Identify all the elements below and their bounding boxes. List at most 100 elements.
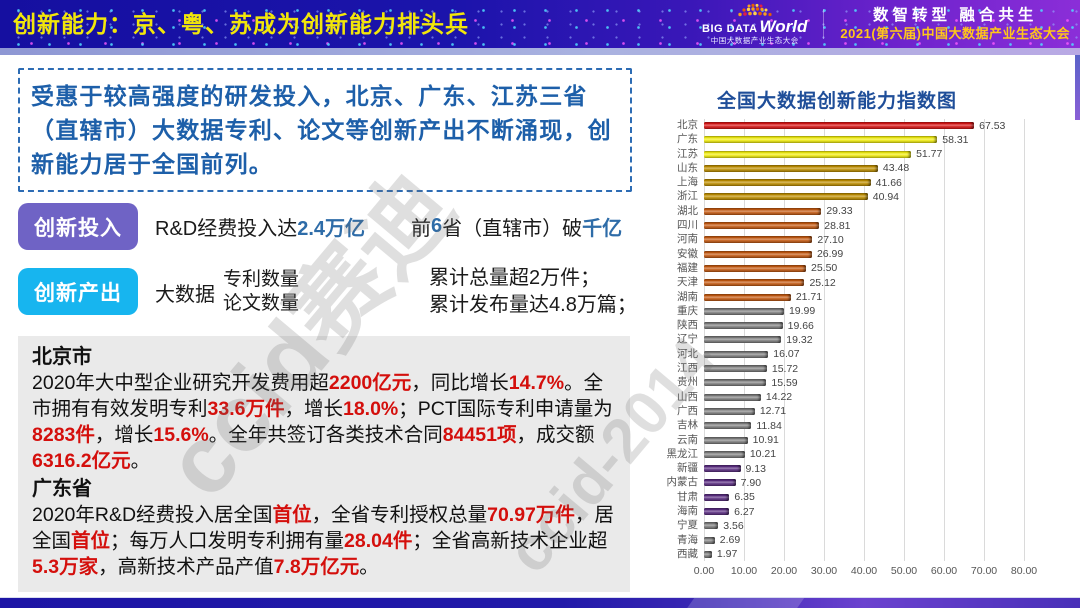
chart-value-label: 19.99 xyxy=(788,305,816,318)
chart-bar-row: 6.27 xyxy=(704,505,1062,518)
chart-bar xyxy=(704,122,975,129)
chart-category-label: 内蒙古 xyxy=(666,476,699,489)
chart-xtick-label: 50.00 xyxy=(890,565,918,577)
text-segment: ，增长 xyxy=(284,398,343,420)
text-segment: 。 xyxy=(130,450,151,472)
chart-bar xyxy=(704,322,783,330)
text-segment: 。全市拥有有效发明专利 xyxy=(32,372,604,420)
chart-category-label: 青海 xyxy=(677,533,698,546)
output-metrics: 专利数量 论文数量 xyxy=(223,268,299,316)
chart-bar-row: 29.33 xyxy=(704,205,1062,218)
output-results: 累计总量超2万件； 累计发布量达4.8万篇； xyxy=(429,265,637,319)
output-badge-label: 创新产出 xyxy=(34,281,122,305)
chart-bar xyxy=(704,407,755,415)
logo-world-text: World xyxy=(759,17,808,37)
text-segment: ；全省高新技术企业超 xyxy=(412,530,608,552)
chart-category-label: 西藏 xyxy=(677,547,698,560)
chart-bar xyxy=(704,179,871,187)
chart-value-label: 3.56 xyxy=(723,519,744,532)
chart-bar-row: 26.99 xyxy=(704,248,1062,261)
text-segment: 首位 xyxy=(71,530,111,552)
chart-category-label: 北京 xyxy=(677,119,698,131)
chart-bar xyxy=(704,207,822,215)
chart-xtick-label: 60.00 xyxy=(930,565,958,577)
text-segment: 。 xyxy=(359,556,379,578)
chart-bar xyxy=(704,307,784,315)
text-segment: 18.0% xyxy=(342,398,399,420)
chart-bar xyxy=(704,550,712,558)
text-segment: 84451项 xyxy=(442,424,517,446)
chart-value-label: 6.27 xyxy=(734,505,755,518)
chart-bar xyxy=(704,150,912,158)
right-edge-accent xyxy=(1075,55,1080,120)
chart-category-label: 江西 xyxy=(677,362,698,375)
investment-statement: R&D经费投入达 2.4万亿 前 6 省（直辖市）破 千亿 xyxy=(155,203,622,250)
chart-bar-row: 67.53 xyxy=(704,119,1062,132)
output-metric-patents: 专利数量 xyxy=(223,269,300,290)
header-accent-strip xyxy=(0,48,1080,55)
chart-bar-row: 1.97 xyxy=(704,548,1062,561)
chart-category-label: 湖南 xyxy=(677,290,698,303)
chart-xtick-label: 0.00 xyxy=(693,565,715,577)
header-event-name: 2021(第六届)中国大数据产业生态大会 xyxy=(840,25,1070,41)
chart-bar xyxy=(704,422,752,430)
chart-value-label: 14.22 xyxy=(765,391,793,404)
header-right-cluster: BIG DATA World 中国大数据产业生态大会 数智转型 融合共生 202… xyxy=(702,0,1070,48)
bigdata-world-logo: BIG DATA World 中国大数据产业生态大会 xyxy=(702,3,807,45)
chart-value-label: 7.90 xyxy=(740,476,762,489)
chart-value-label: 26.99 xyxy=(816,248,844,261)
chart-value-label: 29.33 xyxy=(826,205,853,218)
chart-bar xyxy=(704,164,878,172)
chart-value-label: 11.84 xyxy=(756,419,782,432)
chart-value-label: 51.77 xyxy=(916,148,943,161)
chart-category-label: 广西 xyxy=(677,404,698,417)
chart-bar xyxy=(704,279,805,287)
chart-value-label: 28.81 xyxy=(824,219,851,232)
chart-bar-row: 9.13 xyxy=(704,462,1062,475)
chart-xtick-label: 30.00 xyxy=(810,565,838,577)
chart-category-label: 甘肃 xyxy=(677,490,698,503)
chart-bar-row: 25.50 xyxy=(704,262,1062,275)
chart-category-label: 河南 xyxy=(677,233,698,246)
chart-bar xyxy=(704,336,782,344)
chart-category-label: 上海 xyxy=(677,176,698,189)
chart-xtick-label: 40.00 xyxy=(850,565,878,577)
chart-bar xyxy=(704,136,938,144)
chart-category-label: 浙江 xyxy=(677,190,698,203)
investment-part1-highlight: 2.4万亿 xyxy=(297,218,366,240)
output-metric-papers: 论文数量 xyxy=(223,293,300,314)
header-bar: 创新能力：京、粤、苏成为创新能力排头兵 BIG DATA World 中国大数据… xyxy=(0,0,1080,48)
text-segment: 2020年大中型企业研究开发费用超 xyxy=(32,372,329,394)
output-result-total: 累计总量超2万件； xyxy=(429,267,601,289)
chart-bar-row: 41.66 xyxy=(704,176,1062,189)
chart-bar xyxy=(704,250,812,258)
investment-part1-text: R&D经费投入达 xyxy=(155,218,298,240)
chart-body: 北京 广东 江苏 山东 上海 浙江 湖北 四川 河南 安徽 福建 天津 湖南 重庆 陕西 辽宁 河北 江西 贵州 山西… xyxy=(656,119,1068,561)
chart-value-label: 15.72 xyxy=(771,362,799,375)
text-segment: 2200亿元 xyxy=(328,372,412,394)
text-segment: 14.7% xyxy=(508,372,565,394)
chart-bar xyxy=(704,350,769,358)
output-result-published: 累计发布量达4.8万篇； xyxy=(429,294,637,316)
intro-box: 受惠于较高强度的研发投入，北京、广东、江苏三省（直辖市）大数据专利、论文等创新产… xyxy=(18,68,632,192)
chart-bar-row: 6.35 xyxy=(704,491,1062,504)
chart-category-label: 新疆 xyxy=(677,462,698,475)
text-segment: 5.3万家 xyxy=(32,556,99,578)
chart-bar xyxy=(704,465,741,473)
header-slogan-block: 数智转型 融合共生 2021(第六届)中国大数据产业生态大会 xyxy=(840,6,1070,42)
chart-category-label: 贵州 xyxy=(677,376,698,389)
chart-category-label: 广东 xyxy=(677,133,698,146)
chart-bar-row: 43.48 xyxy=(704,162,1062,175)
chart-value-label: 16.07 xyxy=(773,348,800,361)
chart-bar-row: 2.69 xyxy=(704,534,1062,547)
chart-bar-row: 7.90 xyxy=(704,476,1062,489)
chart-bar xyxy=(704,222,820,230)
text-segment: ，全省专利授权总量 xyxy=(311,504,488,526)
chart-bar-row: 19.32 xyxy=(704,333,1062,346)
chart-value-label: 25.12 xyxy=(809,276,836,289)
output-prefix: 大数据 xyxy=(155,283,215,306)
header-divider xyxy=(823,9,825,39)
chart-bar-row: 10.91 xyxy=(704,434,1062,447)
chart-bar xyxy=(704,436,748,444)
chart-value-label: 1.97 xyxy=(716,548,738,561)
